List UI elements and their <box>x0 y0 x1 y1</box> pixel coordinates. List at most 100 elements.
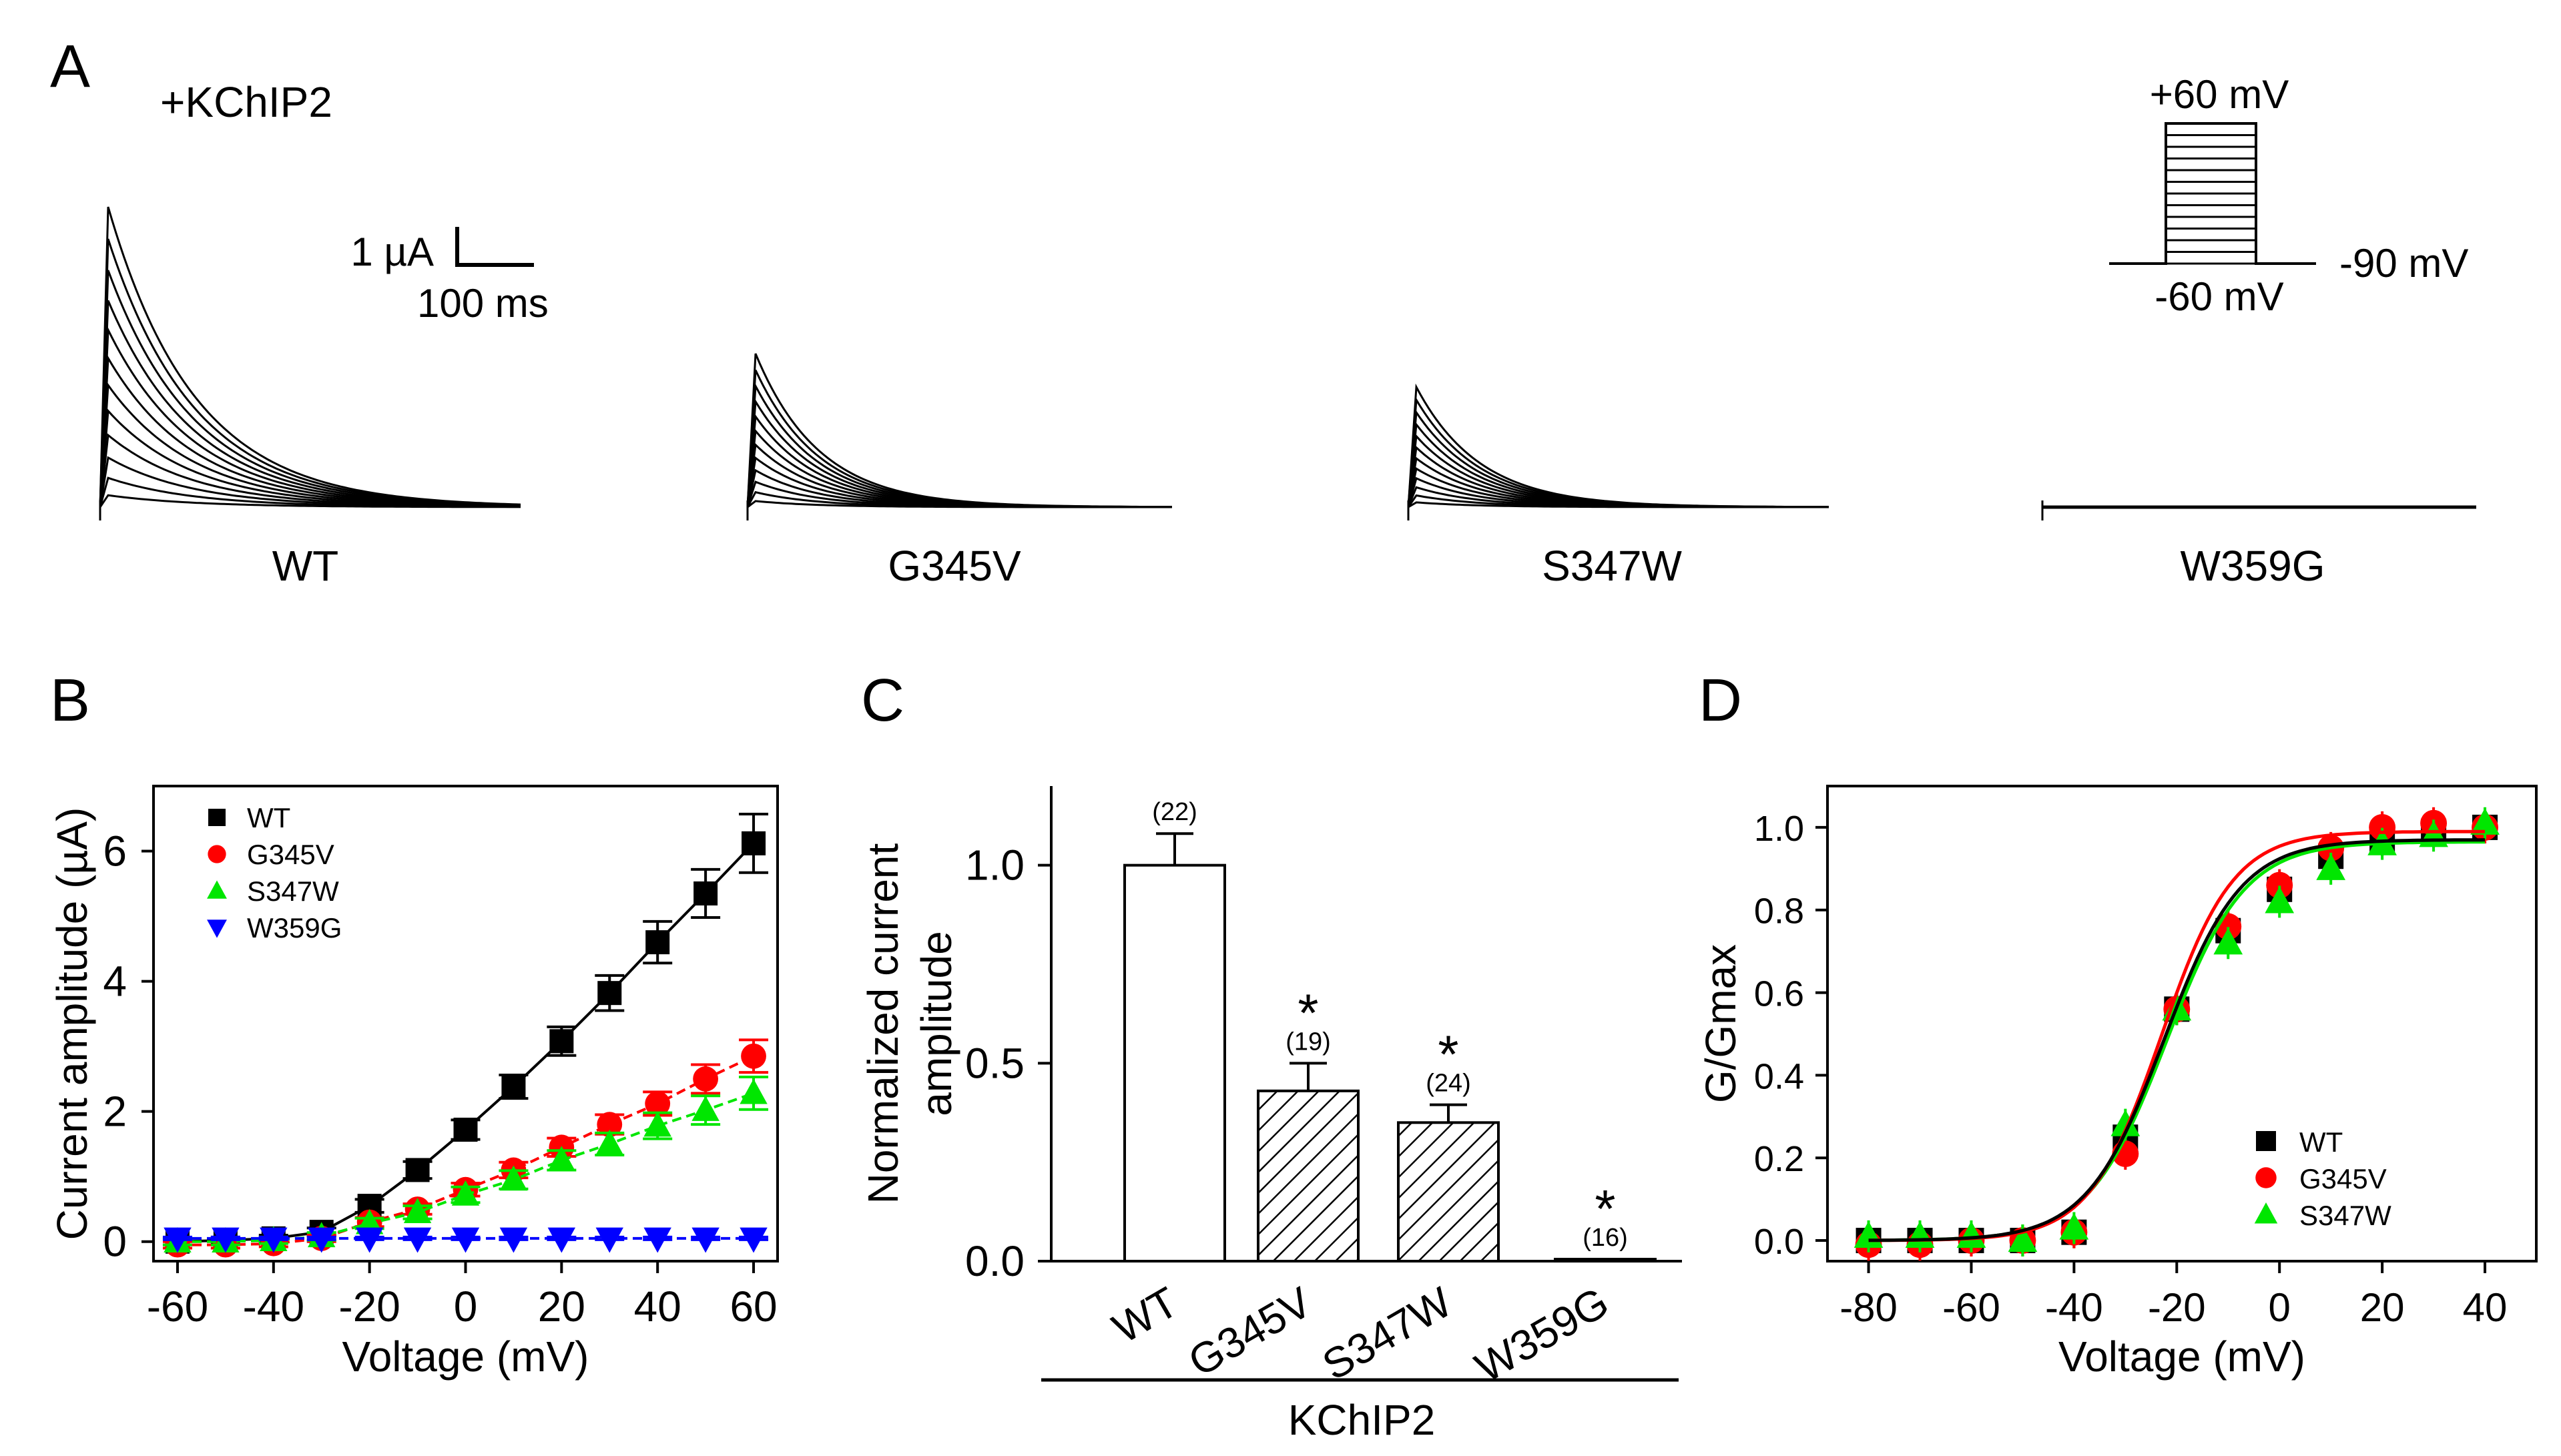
data-point-w359g <box>355 1227 384 1253</box>
y-axis-label-line-2: amplitude <box>912 931 960 1116</box>
data-point-s347w <box>2470 807 2500 835</box>
protocol-holding-label: -90 mV <box>2339 241 2468 286</box>
data-point-wt <box>645 930 670 955</box>
legend-label-s347w: S347W <box>2299 1200 2391 1231</box>
y-axis-label: Current amplitude (µA) <box>48 807 96 1240</box>
y-tick-label: 0 <box>103 1218 127 1266</box>
data-point-s347w <box>2265 886 2295 914</box>
legend-marker-s347w <box>207 880 227 899</box>
significance-w359g: * <box>1595 1179 1615 1238</box>
data-point-s347w <box>451 1180 480 1206</box>
legend-label-wt: WT <box>247 802 290 833</box>
x-tick-label: 0 <box>2269 1285 2291 1330</box>
trace-group-wt: WT <box>99 206 521 590</box>
data-point-w359g <box>260 1227 288 1253</box>
protocol-steps <box>2109 122 2316 265</box>
protocol-bottom-label: -60 mV <box>2155 274 2283 319</box>
voltage-protocol: +60 mV -60 mV -90 mV <box>2109 72 2468 319</box>
data-point-s347w <box>1956 1221 1986 1248</box>
data-point-s347w <box>2110 1109 2141 1136</box>
panel-letter-a: A <box>50 33 90 100</box>
series-line-g345v <box>178 1054 754 1246</box>
series-s347w <box>1854 807 2500 1257</box>
y-tick-label: 1.0 <box>1754 809 1804 849</box>
panel-letter-d: D <box>1699 667 1742 734</box>
x-tick-label: 0 <box>454 1283 478 1331</box>
data-point-s347w <box>595 1129 623 1155</box>
x-tick-label: -20 <box>2148 1285 2206 1330</box>
y-axis-label-line-1: Normalized current <box>859 843 907 1204</box>
group-label: KChIP2 <box>1288 1396 1436 1444</box>
legend-label-wt: WT <box>2299 1126 2343 1158</box>
y-tick-label: 0.5 <box>965 1039 1025 1087</box>
iv-chart: -60 -40 -20 0 20 40 60 0 2 4 6 Voltage (mV) Current … <box>48 785 779 1381</box>
data-point-s347w <box>643 1111 671 1137</box>
data-point-s347w <box>499 1165 528 1191</box>
x-tick-label: 40 <box>2463 1285 2508 1330</box>
trace-sweep-wt <box>99 206 521 508</box>
n-label-wt: (22) <box>1152 798 1197 826</box>
x-tick-label: -60 <box>147 1283 209 1331</box>
legend-label-w359g: W359G <box>247 912 342 944</box>
data-point-s347w <box>547 1146 576 1172</box>
trace-group-g345v: G345V <box>746 353 1172 590</box>
x-tick-label: -40 <box>2045 1285 2103 1330</box>
data-point-s347w <box>691 1096 720 1121</box>
data-point-w359g <box>499 1227 528 1253</box>
data-point-w359g <box>740 1227 768 1253</box>
trace-sweep-g345v <box>746 353 1172 508</box>
data-point-s347w <box>740 1078 768 1104</box>
data-point-s347w <box>2213 928 2243 955</box>
data-point-wt <box>453 1117 478 1142</box>
bar-w359g <box>1554 1258 1657 1263</box>
data-point-g345v <box>645 1091 671 1116</box>
panel-c: C 0.0 0.5 1.0 Normalized current amplitude (2… <box>859 667 1682 1444</box>
x-tick-label: 20 <box>2360 1285 2405 1330</box>
y-tick-label: 4 <box>103 958 127 1006</box>
panel-letter-b: B <box>50 667 90 734</box>
scale-bar-current-label: 1 µA <box>350 230 434 274</box>
x-axis-label: Voltage (mV) <box>2058 1333 2305 1381</box>
y-tick-label: 0.2 <box>1754 1139 1804 1179</box>
data-point-wt <box>597 981 622 1006</box>
trace-label-g345v: G345V <box>888 542 1021 590</box>
trace-sweep-g345v <box>746 456 1172 508</box>
data-point-g345v <box>693 1066 719 1092</box>
data-point-w359g <box>164 1227 192 1253</box>
legend-marker-g345v <box>2255 1167 2277 1188</box>
trace-sweep-g345v <box>746 414 1172 508</box>
data-point-g345v <box>2266 871 2293 899</box>
bar-g345v <box>1257 1089 1360 1263</box>
y-tick-label: 6 <box>103 827 127 875</box>
data-point-w359g <box>451 1227 480 1253</box>
trace-label-w359g: W359G <box>2181 542 2325 590</box>
trace-group-s347w: S347W <box>1407 383 1829 590</box>
panel-b: B -60 -40 -20 0 20 40 60 0 2 4 6 Voltage (mV) Curren… <box>48 667 779 1381</box>
data-point-wt <box>549 1029 574 1054</box>
category-label-s347w: S347W <box>1314 1277 1460 1389</box>
legend-marker-s347w <box>2254 1202 2278 1224</box>
series-wt <box>1856 811 2498 1257</box>
legend-label-g345v: G345V <box>2299 1163 2387 1194</box>
trace-sweep-wt <box>99 382 521 508</box>
n-label-g345v: (19) <box>1286 1028 1331 1056</box>
trace-group-w359g: W359G <box>2041 500 2476 590</box>
legend: WT G345V S347W <box>2254 1126 2391 1231</box>
y-tick-label: 0.6 <box>1754 974 1804 1014</box>
data-point-s347w <box>2059 1212 2089 1240</box>
legend-marker-g345v <box>208 845 226 863</box>
y-tick-label: 1.0 <box>965 841 1025 889</box>
trace-sweep-s347w <box>1407 409 1829 508</box>
series-g345v <box>162 1038 769 1258</box>
protocol-top-label: +60 mV <box>2150 72 2289 117</box>
bar-group-wt: (22) WT <box>1105 798 1226 1353</box>
x-tick-label: 20 <box>538 1283 585 1331</box>
series-s347w <box>162 1075 769 1252</box>
scale-bar: 1 µA 100 ms <box>350 227 549 326</box>
legend-marker-w359g <box>207 920 227 938</box>
x-tick-label: 60 <box>730 1283 777 1331</box>
fit-curve-s347w <box>1868 840 2485 1242</box>
bar-chart: 0.0 0.5 1.0 Normalized current amplitude (22)… <box>859 786 1682 1444</box>
data-point-wt <box>742 831 766 855</box>
